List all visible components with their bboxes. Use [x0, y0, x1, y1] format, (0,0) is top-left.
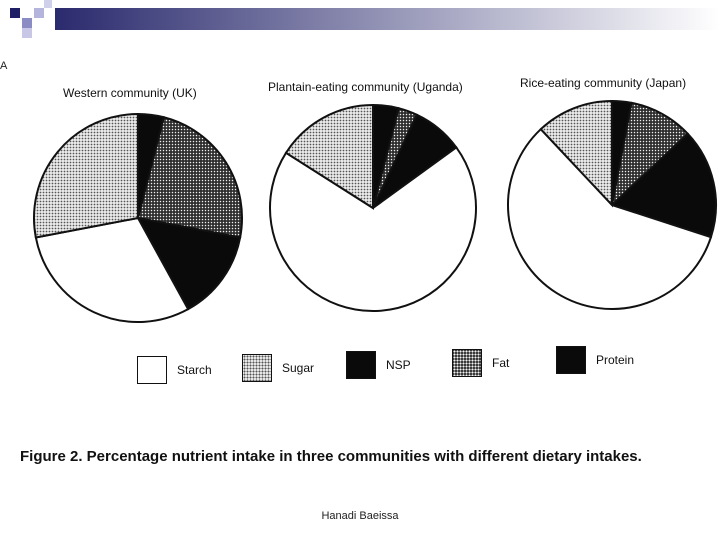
- legend-label-fat: Fat: [492, 356, 510, 370]
- header-decoration-bar: [0, 0, 720, 40]
- legend-label-sugar: Sugar: [282, 361, 315, 375]
- pie-title-uk: Western community (UK): [63, 86, 197, 100]
- header-bar-graphic: [10, 0, 720, 38]
- pie-slice-nsp: [610, 132, 717, 239]
- legend-item-nsp: NSP: [346, 351, 411, 379]
- pie-charts-area: Western community (UK) Plantain-eating c…: [0, 50, 720, 395]
- legend-label-nsp: NSP: [386, 358, 411, 372]
- legend-swatch-sugar: [242, 354, 272, 382]
- footer-author: Hanadi Baeissa: [321, 510, 399, 522]
- header-square: [34, 8, 44, 18]
- pie-title-uganda: Plantain-eating community (Uganda): [268, 80, 463, 94]
- header-square: [22, 28, 32, 38]
- legend-label-protein: Protein: [596, 353, 635, 367]
- pie-slice-sugar: [539, 99, 613, 208]
- legend-item-starch: Starch: [137, 356, 212, 384]
- legend-swatch-starch: [137, 356, 167, 384]
- legend-item-fat: Fat: [452, 349, 509, 377]
- legend-swatch-fat: [452, 349, 482, 377]
- pie-charts-svg: [33, 99, 717, 323]
- header-gradient-bar: [55, 8, 720, 30]
- pie-slice-sugar: [33, 112, 139, 239]
- pie-slice-sugar: [284, 103, 374, 210]
- pie-slice-nsp: [136, 216, 242, 311]
- figure-caption: Figure 2. Percentage nutrient intake in …: [20, 448, 642, 465]
- legend-item-sugar: Sugar: [242, 354, 314, 382]
- pie-slice-fat: [136, 116, 243, 239]
- legend-swatch-nsp: [346, 351, 376, 379]
- header-square: [22, 18, 32, 28]
- header-square: [44, 0, 52, 8]
- pie-title-japan: Rice-eating community (Japan): [520, 76, 687, 90]
- side-mark: A: [0, 60, 8, 72]
- pie-slice-starch: [34, 216, 190, 323]
- pie-slice-starch: [507, 127, 713, 310]
- pie-slice-starch: [269, 146, 477, 312]
- legend-item-protein: Protein: [556, 346, 634, 374]
- legend-label-starch: Starch: [177, 363, 212, 377]
- legend-swatch-protein: [556, 346, 586, 374]
- header-square: [10, 8, 20, 18]
